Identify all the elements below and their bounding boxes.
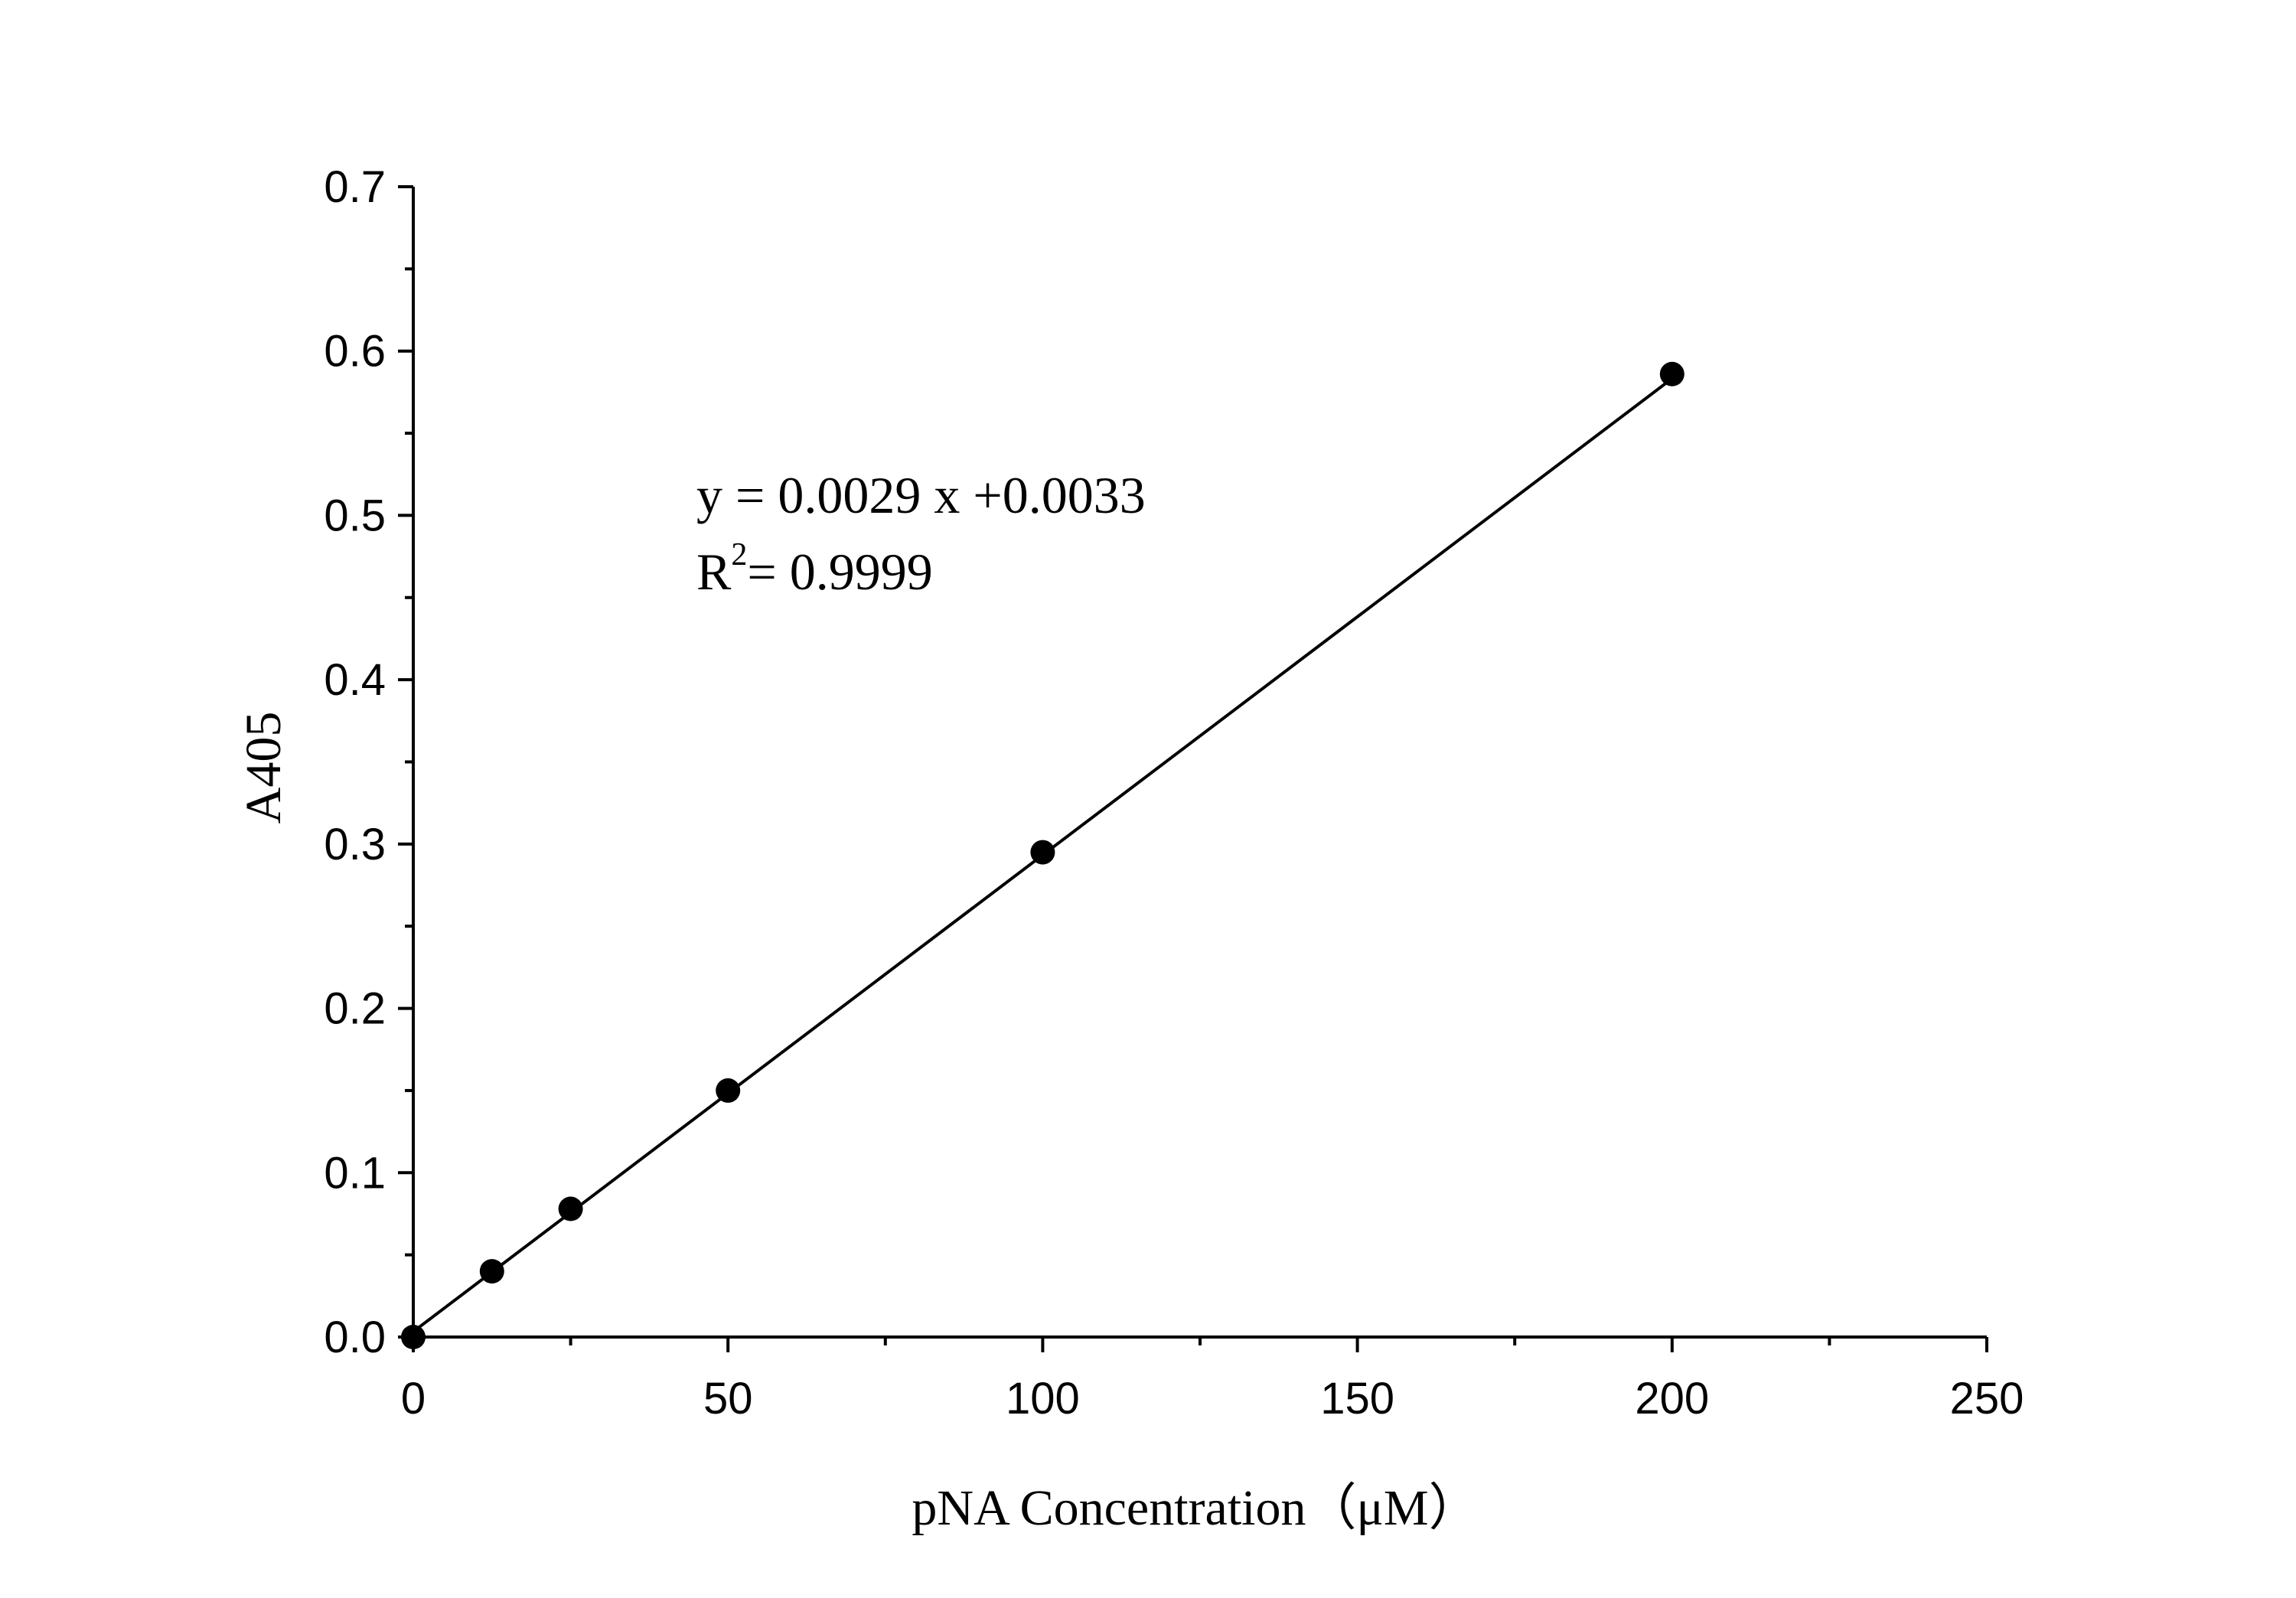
- data-point: [1030, 840, 1055, 865]
- ticks: 0 50 100 150 200 250 0.0 0.1 0.2 0.3 0.4 0.5 0.6 0.7: [324, 162, 2024, 1424]
- x-tick-label: 150: [1320, 1374, 1394, 1424]
- axes: [412, 187, 1987, 1339]
- data-points: [401, 361, 1684, 1349]
- y-tick-label: 0.4: [324, 655, 386, 705]
- fit-equation: y = 0.0029 x +0.0033: [696, 466, 1146, 524]
- y-tick-label: 0.5: [324, 491, 386, 540]
- data-point: [1659, 361, 1684, 386]
- y-tick-label: 0.7: [324, 162, 386, 212]
- y-tick-label: 0.0: [324, 1313, 386, 1362]
- x-tick-label: 0: [401, 1374, 426, 1424]
- x-tick-label: 250: [1950, 1374, 2024, 1424]
- y-tick-label: 0.3: [324, 820, 386, 869]
- x-tick-label: 200: [1635, 1374, 1709, 1424]
- y-tick-label: 0.2: [324, 984, 386, 1034]
- data-point: [479, 1259, 504, 1284]
- r-squared-value: = 0.9999: [747, 543, 932, 601]
- data-point: [401, 1325, 426, 1349]
- r-squared: R2= 0.9999: [696, 537, 933, 601]
- y-tick-label: 0.1: [324, 1148, 386, 1198]
- x-tick-label: 100: [1006, 1374, 1080, 1424]
- x-axis-title: pNA Concentration（μM）: [912, 1480, 1479, 1536]
- y-tick-label: 0.6: [324, 327, 386, 377]
- x-tick-label: 50: [703, 1374, 753, 1424]
- r-squared-prefix: R: [696, 543, 732, 601]
- r-squared-superscript: 2: [731, 537, 747, 572]
- data-point: [558, 1196, 583, 1221]
- y-axis-title: A405: [236, 712, 292, 824]
- data-point: [716, 1078, 741, 1103]
